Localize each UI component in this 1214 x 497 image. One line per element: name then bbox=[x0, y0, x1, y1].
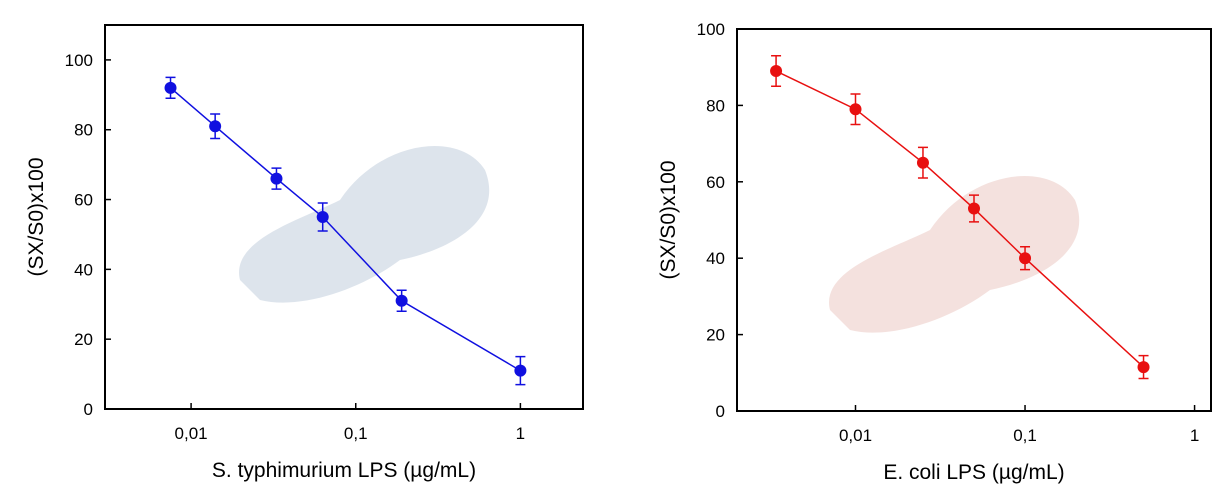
data-point bbox=[395, 294, 408, 307]
y-tick-label: 80 bbox=[74, 121, 93, 140]
data-point bbox=[209, 120, 222, 133]
y-tick-label: 0 bbox=[84, 400, 93, 419]
y-tick-label: 20 bbox=[74, 330, 93, 349]
y-tick-label: 60 bbox=[706, 173, 725, 192]
y-tick-label: 40 bbox=[74, 260, 93, 279]
data-point bbox=[968, 202, 980, 215]
y-tick-label: 40 bbox=[706, 249, 725, 268]
y-tick-label: 80 bbox=[706, 96, 725, 115]
fit-line bbox=[170, 87, 521, 372]
x-tick-label: 0,1 bbox=[1013, 426, 1037, 445]
fit-line bbox=[775, 70, 1145, 368]
y-tick-label: 60 bbox=[74, 191, 93, 210]
data-point bbox=[270, 172, 283, 185]
x-tick-label: 0,01 bbox=[839, 426, 872, 445]
data-point bbox=[164, 81, 177, 94]
x-tick-label: 1 bbox=[516, 424, 525, 443]
plot-frame bbox=[736, 28, 1212, 412]
y-axis-label: (SX/S0)x100 bbox=[657, 160, 680, 279]
plot-frame bbox=[104, 24, 584, 410]
data-point bbox=[770, 65, 783, 78]
data-point bbox=[849, 103, 862, 116]
data-point bbox=[916, 156, 929, 169]
data-point bbox=[316, 211, 329, 223]
y-tick-label: 100 bbox=[65, 51, 93, 70]
x-tick-label: 0,01 bbox=[175, 424, 208, 443]
x-axis-label: E. coli LPS (µg/mL) bbox=[883, 461, 1064, 484]
y-tick-label: 0 bbox=[716, 402, 725, 421]
data-point bbox=[514, 364, 527, 377]
bacterium-decoration bbox=[239, 146, 1080, 333]
y-tick-label: 20 bbox=[706, 326, 725, 345]
y-tick-label: 100 bbox=[697, 20, 725, 39]
x-axis-label: S. typhimurium LPS (µg/mL) bbox=[212, 459, 476, 482]
x-tick-label: 0,1 bbox=[344, 424, 368, 443]
y-axis-label: (SX/S0)x100 bbox=[25, 157, 48, 276]
x-tick-label: 1 bbox=[1190, 426, 1199, 445]
data-point bbox=[1019, 252, 1032, 265]
data-point bbox=[1137, 361, 1150, 374]
